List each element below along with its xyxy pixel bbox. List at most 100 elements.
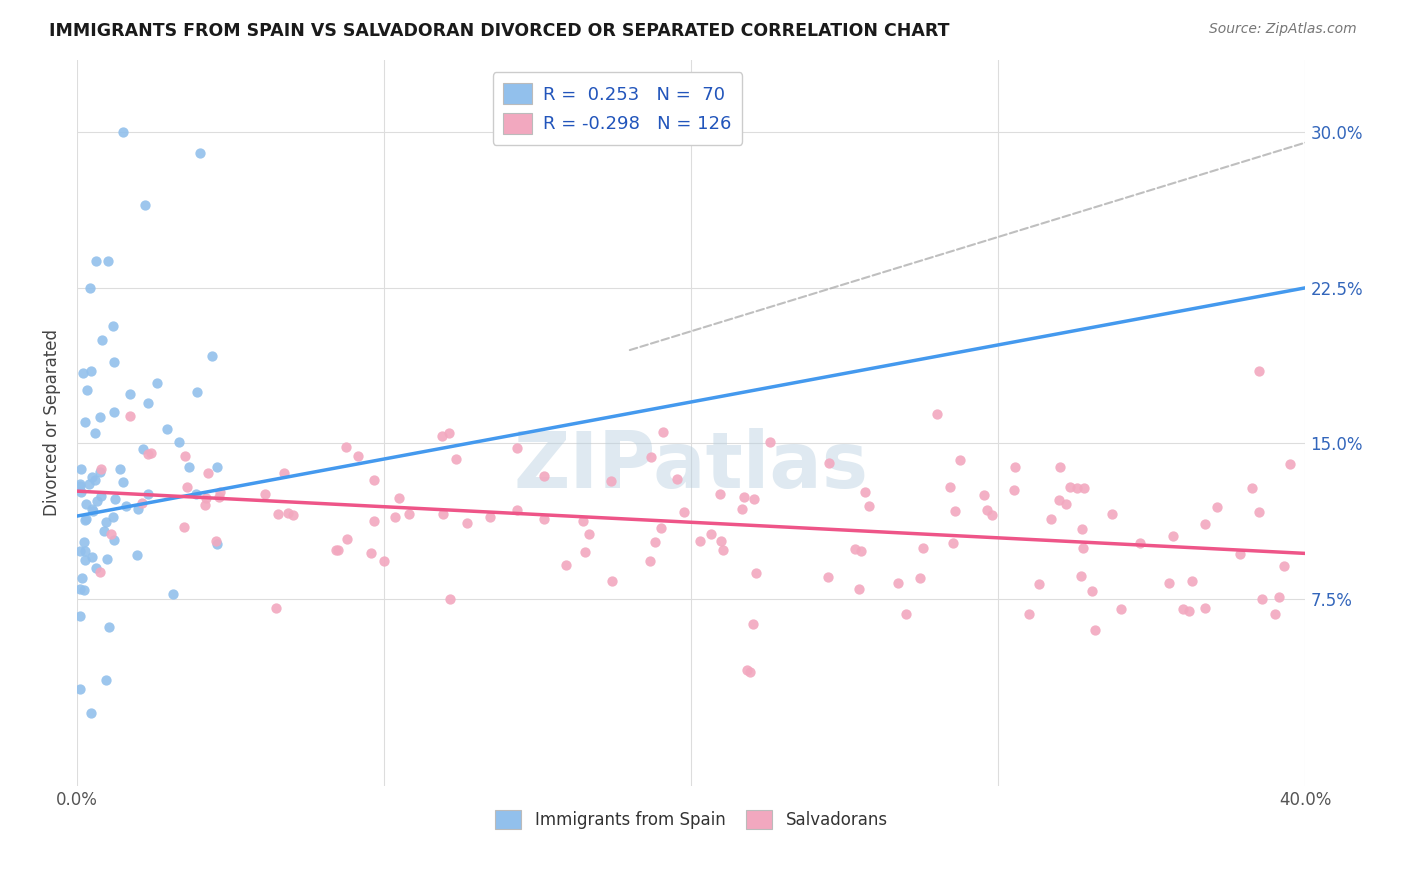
Point <box>650 521 672 535</box>
Legend: Immigrants from Spain, Salvadorans: Immigrants from Spain, Salvadorans <box>488 803 894 836</box>
Point <box>325 543 347 558</box>
Point <box>139 446 162 460</box>
Point <box>97 620 120 634</box>
Point <box>1070 569 1092 583</box>
Point <box>138 395 160 409</box>
Point <box>735 664 758 678</box>
Point <box>69 608 91 623</box>
Point <box>818 456 841 470</box>
Point <box>90 333 112 347</box>
Point <box>478 510 501 524</box>
Point <box>1028 577 1050 591</box>
Point <box>112 475 135 489</box>
Point <box>363 514 385 528</box>
Point <box>69 476 91 491</box>
Point <box>70 462 93 476</box>
Point <box>740 665 762 679</box>
Point <box>1229 547 1251 561</box>
Point <box>943 504 966 518</box>
Point <box>75 544 97 558</box>
Point <box>176 480 198 494</box>
Point <box>75 497 97 511</box>
Point <box>817 570 839 584</box>
Point <box>1004 459 1026 474</box>
Point <box>1066 481 1088 495</box>
Point <box>858 500 880 514</box>
Point <box>101 509 124 524</box>
Point <box>96 551 118 566</box>
Point <box>896 607 918 621</box>
Point <box>75 512 97 526</box>
Point <box>908 571 931 585</box>
Point <box>1049 459 1071 474</box>
Point <box>373 554 395 568</box>
Point <box>644 535 666 549</box>
Point <box>1071 522 1094 536</box>
Point <box>652 425 675 439</box>
Point <box>90 489 112 503</box>
Point <box>86 493 108 508</box>
Point <box>709 487 731 501</box>
Point <box>730 502 752 516</box>
Point <box>942 536 965 550</box>
Point <box>446 451 468 466</box>
Point <box>253 487 276 501</box>
Point <box>602 574 624 589</box>
Point <box>1268 590 1291 604</box>
Point <box>599 474 621 488</box>
Point <box>578 527 600 541</box>
Point <box>1081 584 1104 599</box>
Point <box>1178 604 1201 618</box>
Point <box>205 533 228 548</box>
Point <box>973 488 995 502</box>
Point <box>93 524 115 539</box>
Point <box>388 491 411 505</box>
Point <box>208 490 231 504</box>
Point <box>103 319 125 334</box>
Point <box>69 682 91 697</box>
Point <box>77 477 100 491</box>
Point <box>69 582 91 596</box>
Point <box>1002 483 1025 497</box>
Point <box>100 526 122 541</box>
Point <box>1194 601 1216 615</box>
Point <box>103 405 125 419</box>
Point <box>197 466 219 480</box>
Point <box>1206 500 1229 514</box>
Point <box>710 534 733 549</box>
Point <box>574 544 596 558</box>
Point <box>638 554 661 568</box>
Point <box>711 542 734 557</box>
Point <box>1018 607 1040 621</box>
Point <box>1040 512 1063 526</box>
Point <box>346 449 368 463</box>
Point <box>849 544 872 558</box>
Point <box>80 501 103 516</box>
Point <box>432 507 454 521</box>
Point <box>266 508 288 522</box>
Point <box>1279 457 1302 471</box>
Point <box>84 561 107 575</box>
Point <box>759 435 782 450</box>
Text: Source: ZipAtlas.com: Source: ZipAtlas.com <box>1209 22 1357 37</box>
Point <box>277 506 299 520</box>
Point <box>640 450 662 464</box>
Point <box>939 480 962 494</box>
Point <box>733 490 755 504</box>
Point <box>398 507 420 521</box>
Point <box>184 486 207 500</box>
Point <box>273 466 295 480</box>
Point <box>665 472 688 486</box>
Point <box>80 550 103 565</box>
Point <box>89 409 111 424</box>
Point <box>73 582 96 597</box>
Point <box>1073 481 1095 495</box>
Point <box>177 459 200 474</box>
Point <box>188 145 211 160</box>
Point <box>89 465 111 479</box>
Point <box>131 496 153 510</box>
Point <box>103 355 125 369</box>
Point <box>432 429 454 443</box>
Point <box>127 501 149 516</box>
Point <box>439 592 461 607</box>
